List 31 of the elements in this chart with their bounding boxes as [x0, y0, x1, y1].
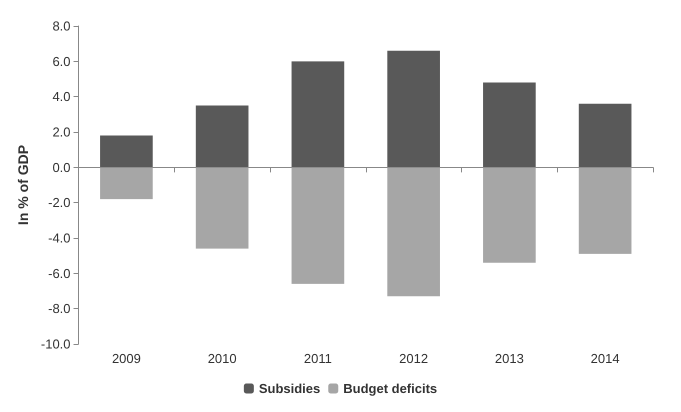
- bar: [292, 167, 344, 284]
- bar: [196, 106, 248, 168]
- x-tick-label: 2013: [494, 351, 524, 366]
- legend-label: Subsidies: [258, 381, 320, 396]
- bar: [100, 167, 153, 200]
- bar: [578, 104, 632, 168]
- y-tick-label: 6.0: [52, 54, 71, 69]
- y-tick-label: 0.0: [52, 160, 71, 175]
- legend-label: Budget deficits: [343, 381, 438, 396]
- y-tick-label: -6.0: [48, 266, 71, 281]
- y-tick-label: -8.0: [48, 301, 71, 316]
- bar: [100, 136, 153, 168]
- bar: [483, 82, 536, 168]
- bar: [387, 167, 440, 296]
- x-tick-label: 2010: [208, 351, 237, 366]
- x-tick-label: 2011: [304, 351, 332, 366]
- x-tick-label: 2012: [399, 351, 428, 366]
- y-tick-label: 8.0: [52, 18, 71, 34]
- bar: [387, 50, 440, 168]
- y-tick-label: -10.0: [40, 336, 71, 352]
- y-tick-label: 2.0: [52, 124, 71, 140]
- x-tick-label: 2009: [112, 351, 141, 366]
- y-tick-label: -4.0: [48, 230, 71, 246]
- bar: [292, 61, 344, 168]
- bar: [483, 167, 536, 263]
- bar: [578, 167, 632, 254]
- y-axis-title: In % of GDP: [15, 144, 31, 226]
- bar: [196, 167, 248, 249]
- y-tick-label: 4.0: [52, 89, 71, 104]
- x-tick-label: 2014: [590, 351, 620, 366]
- y-tick-label: -2.0: [48, 195, 71, 210]
